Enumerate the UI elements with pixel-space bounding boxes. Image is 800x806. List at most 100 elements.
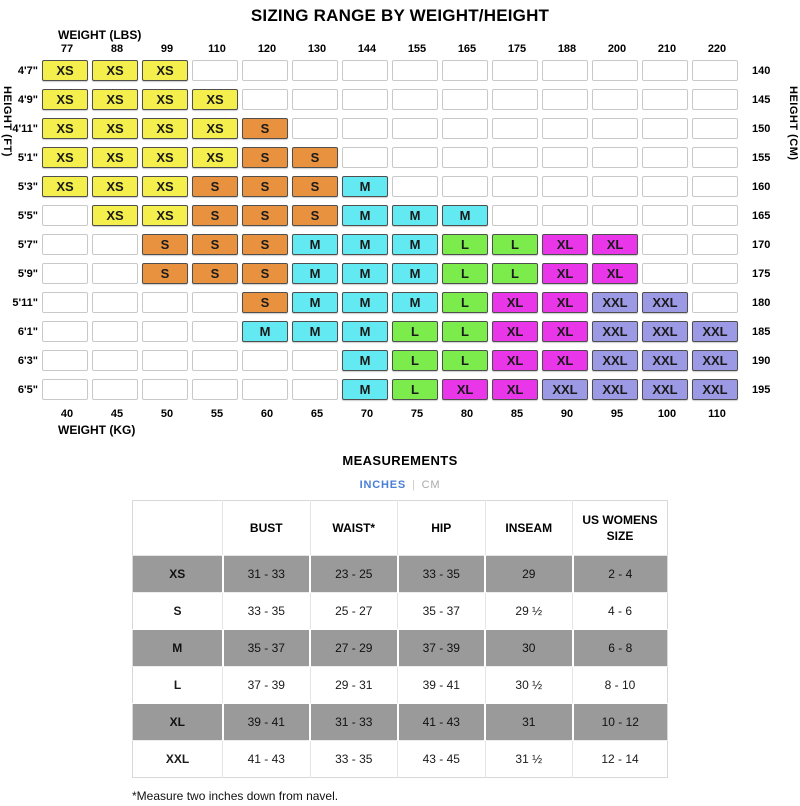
size-cell: XS (92, 147, 138, 168)
empty-cell (192, 379, 238, 400)
kg-label: 90 (560, 408, 574, 420)
size-cell: XXL (592, 379, 638, 400)
empty-cell (592, 147, 638, 168)
empty-cell (642, 205, 688, 226)
measurement-cell: 35 - 37 (221, 629, 310, 667)
empty-cell (42, 292, 88, 313)
kg-label: 100 (657, 408, 677, 420)
empty-cell (342, 89, 388, 110)
empty-cell (292, 350, 338, 371)
kg-label: 45 (110, 408, 124, 420)
measurement-cell: 8 - 10 (572, 666, 668, 704)
empty-cell (692, 176, 738, 197)
size-cell: XL (542, 292, 588, 313)
empty-cell (42, 379, 88, 400)
lbs-label: 88 (110, 43, 124, 55)
empty-cell (192, 350, 238, 371)
size-cell: M (292, 234, 338, 255)
size-cell: XL (442, 379, 488, 400)
size-cell: S (242, 234, 288, 255)
size-cell: XS (192, 147, 238, 168)
lbs-label: 220 (707, 43, 727, 55)
empty-cell (392, 176, 438, 197)
size-cell: XXL (592, 350, 638, 371)
measurement-column-header: HIP (397, 500, 485, 556)
size-cell: M (342, 205, 388, 226)
empty-cell (42, 205, 88, 226)
size-cell: XL (492, 379, 538, 400)
size-cell: XS (142, 89, 188, 110)
grid-row: 6'5" M L XL XL XXL XXL XXL XXL 195 (2, 379, 800, 400)
kg-label: 40 (60, 408, 74, 420)
empty-cell (692, 60, 738, 81)
size-cell: M (392, 205, 438, 226)
kg-label: 75 (410, 408, 424, 420)
lbs-label: 144 (357, 43, 377, 55)
size-cell: S (192, 205, 238, 226)
empty-cell (692, 234, 738, 255)
size-cell: L (392, 379, 438, 400)
lbs-labels: 77 88 99 110 120 130 144 155 165 175 188 200 210 220 (42, 43, 742, 55)
size-cell: XXL (542, 379, 588, 400)
size-cell: XL (592, 234, 638, 255)
units-toggle-cm[interactable]: CM (421, 479, 441, 491)
kg-label: 95 (610, 408, 624, 420)
size-column-header (132, 500, 223, 556)
size-cell: XS (42, 176, 88, 197)
size-cell: S (192, 263, 238, 284)
measurement-cell: 41 - 43 (396, 703, 485, 741)
empty-cell (492, 147, 538, 168)
kg-label: 50 (160, 408, 174, 420)
empty-cell (192, 60, 238, 81)
size-cell: XXL (592, 321, 638, 342)
size-cell: XXL (692, 350, 738, 371)
measurement-cell: 31 (484, 703, 573, 741)
empty-cell (292, 118, 338, 139)
empty-cell (342, 60, 388, 81)
grid-row: 5'7" S S S M M M L L XL XL 170 (2, 234, 800, 255)
cm-label: 185 (752, 325, 771, 338)
empty-cell (192, 292, 238, 313)
empty-cell (642, 176, 688, 197)
lbs-header-row: 77 88 99 110 120 130 144 155 165 175 188 200 210 220 (2, 43, 800, 55)
lbs-label: 110 (208, 43, 226, 55)
empty-cell (392, 60, 438, 81)
ft-label: 5'1" (17, 151, 38, 164)
size-cell: S (292, 176, 338, 197)
size-row-label: XL (132, 703, 223, 741)
empty-cell (92, 321, 138, 342)
size-cell: S (192, 176, 238, 197)
ft-label: 5'7" (17, 238, 38, 251)
size-cell: L (442, 350, 488, 371)
units-toggle-inches[interactable]: INCHES (359, 479, 406, 491)
height-cm-axis-title: HEIGHT (CM) (787, 86, 799, 161)
measurement-cell: 25 - 27 (309, 592, 398, 630)
empty-cell (92, 379, 138, 400)
lbs-label: 210 (657, 43, 677, 55)
measurements-table: BUST WAIST* HIP INSEAM US WOMENS SIZE XS 31 -… (132, 500, 668, 778)
empty-cell (442, 147, 488, 168)
size-cell: M (442, 205, 488, 226)
measurement-cell: 33 - 35 (222, 592, 310, 630)
size-cell: M (342, 176, 388, 197)
size-cell: XL (542, 234, 588, 255)
size-cell: XS (92, 60, 138, 81)
lbs-label: 130 (307, 43, 327, 55)
empty-cell (342, 118, 388, 139)
size-cell: M (292, 321, 338, 342)
size-cell: XS (142, 147, 188, 168)
size-cell: S (242, 205, 288, 226)
kg-label: 70 (360, 408, 374, 420)
empty-cell (192, 321, 238, 342)
lbs-label: 77 (60, 43, 74, 55)
empty-cell (442, 176, 488, 197)
ft-label: 5'9" (17, 267, 38, 280)
empty-cell (642, 89, 688, 110)
measurement-cell: 37 - 39 (222, 666, 310, 704)
size-cell: L (442, 321, 488, 342)
size-cell: M (292, 292, 338, 313)
size-cell: XXL (642, 379, 688, 400)
grid-row: 4'9" XS XS XS XS 145 (2, 89, 800, 110)
empty-cell (442, 89, 488, 110)
